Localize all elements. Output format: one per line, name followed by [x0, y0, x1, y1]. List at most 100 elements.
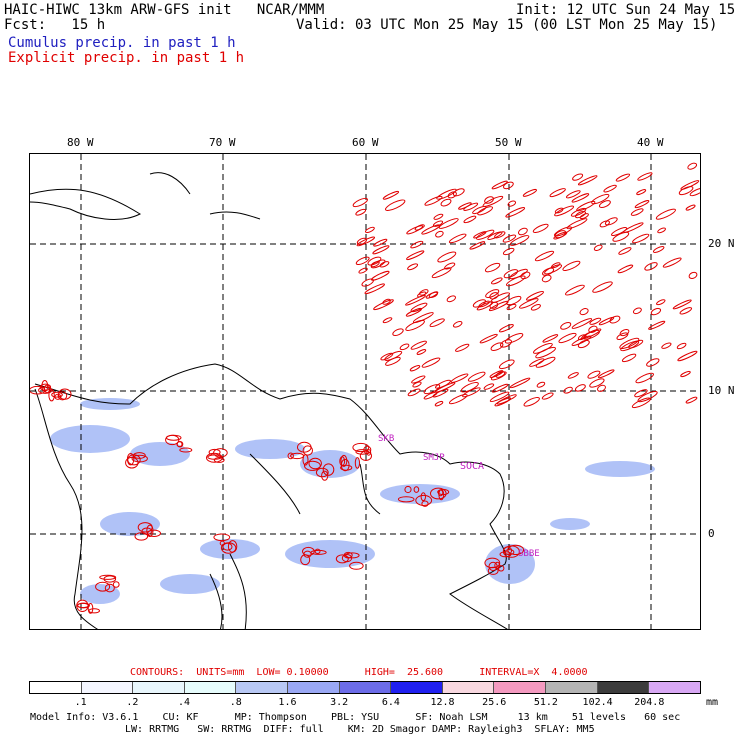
explicit-precip-contour — [379, 261, 390, 268]
explicit-precip-contour — [472, 299, 486, 308]
explicit-precip-contour — [397, 496, 415, 503]
explicit-precip-contour — [526, 290, 544, 301]
explicit-precip-contour — [77, 602, 90, 609]
explicit-precip-contour — [494, 231, 506, 239]
valid-time: Valid: 03 UTC Mon 25 May 15 (00 LST Mon … — [296, 17, 718, 33]
explicit-precip-contour — [356, 236, 376, 247]
explicit-precip-contour — [579, 213, 589, 220]
explicit-precip-contour — [617, 264, 634, 274]
explicit-precip-contour — [176, 441, 184, 448]
explicit-precip-contour — [495, 371, 506, 378]
explicit-precip-contour — [630, 208, 644, 216]
explicit-precip-contour — [509, 377, 531, 389]
station-smjp: SMJP — [423, 453, 445, 463]
explicit-precip-contour — [662, 257, 682, 268]
explicit-precip-contour — [571, 335, 592, 346]
explicit-precip-contour — [469, 241, 486, 250]
explicit-precip-contour — [551, 262, 561, 269]
explicit-precip-contour — [420, 492, 426, 502]
explicit-precip-contour — [619, 337, 640, 350]
explicit-precip-contour — [679, 307, 693, 315]
explicit-precip-contour — [644, 262, 658, 271]
explicit-precip-contour — [536, 381, 546, 388]
explicit-precip-contour — [48, 389, 55, 402]
explicit-precip-contour — [125, 456, 139, 469]
explicit-precip-contour — [440, 198, 452, 207]
colorbar-cell — [184, 682, 237, 693]
explicit-precip-contour — [314, 548, 321, 554]
explicit-precip-contour — [576, 200, 596, 212]
explicit-precip-contour — [104, 583, 115, 593]
explicit-precip-contour — [385, 199, 406, 211]
explicit-precip-contour — [680, 370, 691, 378]
legend-cumulus: Cumulus precip. in past 1 h — [8, 35, 236, 51]
explicit-precip-contour — [609, 315, 621, 324]
explicit-precip-contour — [522, 188, 537, 197]
explicit-precip-contour — [637, 390, 658, 403]
explicit-precip-contour — [407, 263, 419, 271]
explicit-precip-contour — [213, 457, 225, 463]
explicit-precip-contour — [563, 386, 573, 394]
explicit-precip-contour — [549, 188, 566, 198]
explicit-precip-contour — [412, 381, 422, 388]
colorbar-cell — [236, 682, 289, 693]
explicit-precip-contour — [382, 298, 391, 305]
explicit-precip-contour — [302, 546, 315, 556]
explicit-precip-contour — [621, 353, 637, 363]
explicit-precip-contour — [370, 259, 386, 269]
explicit-precip-contour — [452, 321, 463, 328]
colorbar-cell — [442, 682, 495, 693]
explicit-precip-contour — [483, 383, 495, 390]
explicit-precip-contour — [220, 542, 237, 554]
explicit-precip-contour — [112, 581, 120, 588]
colorbar-tick-label: 25.6 — [482, 697, 507, 708]
explicit-precip-contour — [429, 318, 445, 328]
explicit-precip-contour — [147, 529, 161, 537]
explicit-precip-contour — [51, 391, 63, 398]
lon-label-80w: 80 W — [67, 136, 94, 149]
map-canvas: SKB SMJP SOCA SBBE — [30, 154, 700, 629]
colorbar-cell — [546, 682, 598, 693]
explicit-precip-contour — [134, 532, 149, 541]
lon-label-60w: 60 W — [352, 136, 379, 149]
explicit-precip-contour — [646, 358, 660, 367]
explicit-precip-contour — [409, 365, 421, 372]
colorbar-cell — [30, 682, 82, 693]
explicit-precip-contour — [405, 294, 426, 306]
explicit-precip-contour — [373, 299, 394, 311]
explicit-precip-contour — [373, 238, 388, 247]
colorbar-tick-label: 6.4 — [381, 697, 400, 708]
explicit-precip-contour — [565, 190, 581, 199]
colorbar-cell — [288, 682, 340, 693]
explicit-precip-contour — [589, 378, 605, 388]
explicit-precip-contour — [300, 554, 311, 566]
station-skb: SKB — [378, 434, 394, 444]
explicit-precip-contour — [599, 220, 610, 228]
explicit-precip-contour — [575, 211, 586, 219]
explicit-precip-contour — [321, 470, 329, 481]
explicit-precip-contour — [364, 283, 385, 295]
explicit-precip-contour — [452, 188, 465, 197]
explicit-precip-contour — [598, 200, 611, 209]
explicit-precip-contour — [652, 246, 665, 253]
explicit-precip-contour — [491, 180, 508, 190]
colorbar-cell — [81, 682, 134, 693]
explicit-precip-contour — [571, 318, 593, 329]
explicit-precip-contour — [146, 524, 154, 537]
precip-map: SKB SMJP SOCA SBBE — [29, 153, 701, 630]
explicit-precip-contour — [632, 233, 650, 244]
explicit-precip-contour — [635, 372, 654, 384]
explicit-precip-contour — [618, 247, 632, 255]
forecast-hour: Fcst: 15 h — [4, 17, 106, 33]
explicit-precip-contour — [490, 277, 503, 285]
explicit-precip-contour — [688, 271, 698, 279]
explicit-precip-contour — [206, 452, 223, 463]
explicit-precip-contour — [423, 384, 441, 395]
explicit-precip-contour — [410, 240, 424, 249]
explicit-precip-contour — [38, 386, 53, 394]
explicit-precip-contour — [355, 256, 370, 266]
explicit-precip-contour — [565, 284, 585, 296]
explicit-precip-contour — [574, 384, 586, 392]
explicit-precip-contour — [491, 383, 509, 393]
explicit-precip-contour — [432, 388, 449, 398]
